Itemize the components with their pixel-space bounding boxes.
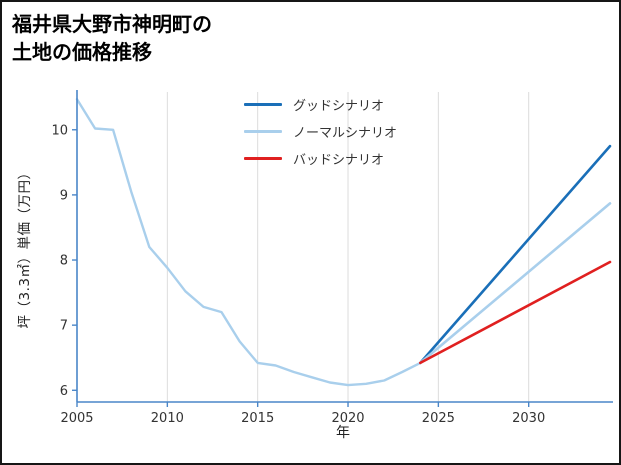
legend-swatch-good: [244, 103, 282, 106]
legend-label-normal: ノーマルシナリオ: [293, 126, 398, 141]
legend-label-bad: バッドシナリオ: [293, 153, 385, 168]
y-tick-label-8: 8: [60, 254, 68, 269]
x-axis-label: 年: [336, 425, 350, 441]
series-line-price-history: [75, 97, 422, 387]
series-line-bad-scenario: [418, 260, 612, 365]
x-tick-label-2025: 2025: [422, 411, 455, 426]
y-axis-label: 坪（3.3㎡）単価（万円）: [17, 165, 33, 329]
legend-swatch-normal: [244, 130, 282, 133]
y-tick-label-9: 9: [60, 188, 68, 203]
y-tick-label-10: 10: [51, 123, 68, 138]
chart-title-line2: 土地の価格推移: [12, 40, 152, 65]
x-tick-label-2010: 2010: [151, 411, 184, 426]
legend-item-bad-scenario: バッドシナリオ: [244, 149, 397, 168]
chart-legend: グッドシナリオ ノーマルシナリオ バッドシナリオ: [244, 95, 397, 168]
x-tick-label-2015: 2015: [241, 411, 274, 426]
legend-item-normal-scenario: ノーマルシナリオ: [244, 122, 397, 141]
legend-item-good-scenario: グッドシナリオ: [244, 95, 397, 114]
series-line-good-scenario: [418, 144, 612, 365]
legend-swatch-bad: [244, 157, 282, 160]
chart-title-line1: 福井県大野市神明町の: [12, 12, 212, 36]
series-line-normal-scenario: [418, 202, 612, 365]
x-tick-label-2005: 2005: [60, 411, 93, 426]
y-tick-label-6: 6: [60, 384, 68, 399]
chart-title: 福井県大野市神明町の 土地の価格推移: [12, 10, 212, 67]
y-tick-label-7: 7: [60, 319, 68, 334]
legend-label-good: グッドシナリオ: [293, 99, 385, 114]
x-tick-label-2030: 2030: [512, 411, 545, 426]
x-tick-label-2020: 2020: [331, 411, 364, 426]
